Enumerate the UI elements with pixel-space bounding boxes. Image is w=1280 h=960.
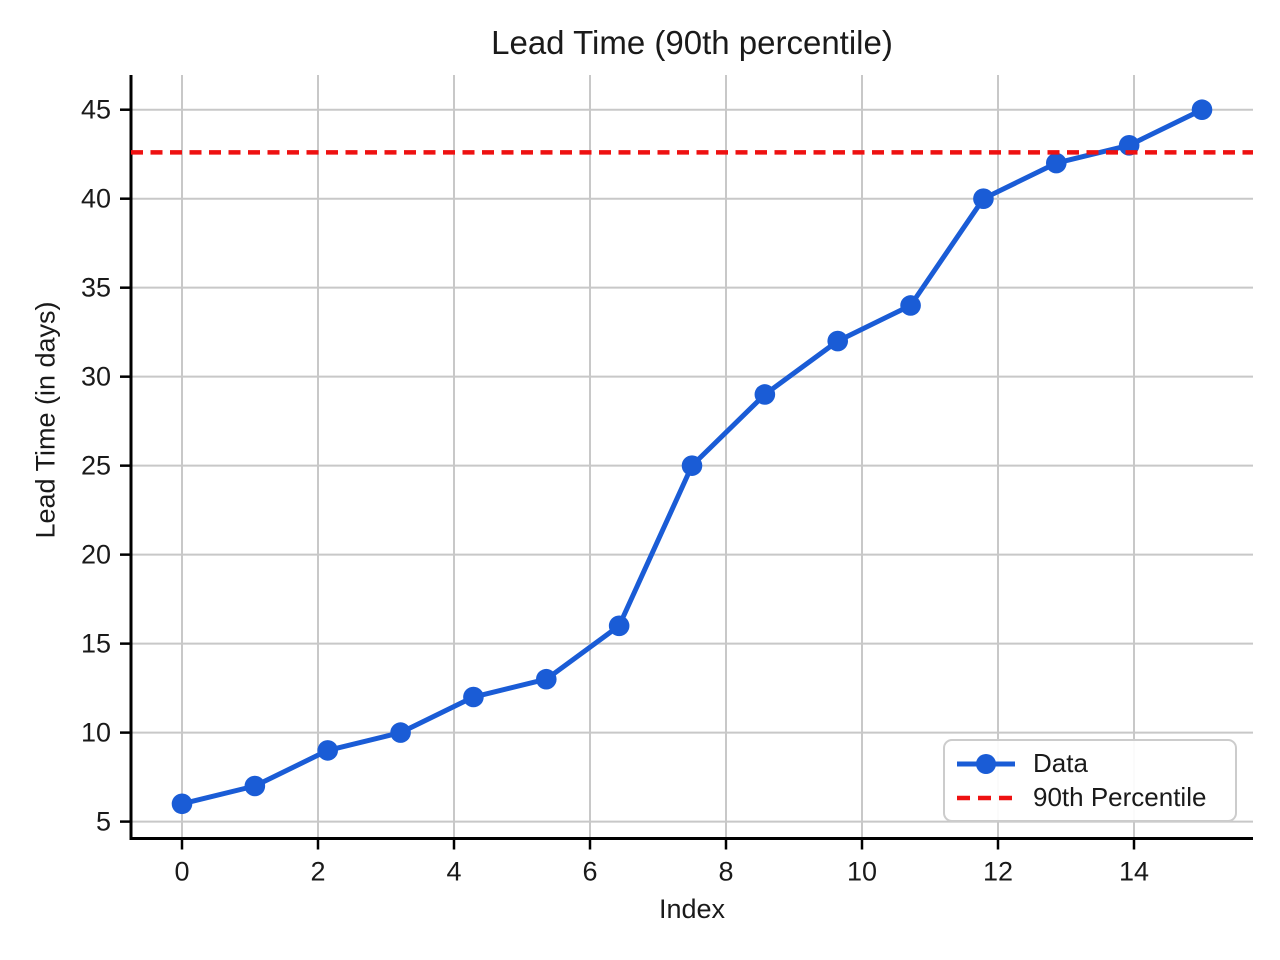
y-tick-label: 10 xyxy=(81,718,111,748)
x-tick-label: 0 xyxy=(174,857,189,887)
legend-item-percentile: 90th Percentile xyxy=(955,782,1225,813)
data-point xyxy=(1045,152,1067,174)
y-tick-label: 20 xyxy=(81,540,111,570)
y-axis-label: Lead Time (in days) xyxy=(30,301,61,539)
y-tick-label: 40 xyxy=(81,184,111,214)
data-point xyxy=(827,330,849,352)
data-point xyxy=(900,295,921,316)
data-point xyxy=(463,686,484,708)
chart-title: Lead Time (90th percentile) xyxy=(491,24,893,61)
legend-item-data: Data xyxy=(955,748,1225,779)
x-axis-label: Index xyxy=(658,894,726,924)
y-tick-label: 30 xyxy=(81,362,111,392)
data-point xyxy=(973,188,994,209)
x-tick-label: 4 xyxy=(446,857,461,887)
y-tick-label: 5 xyxy=(96,807,111,837)
x-tick-label: 8 xyxy=(718,857,733,887)
data-point xyxy=(608,615,630,637)
data-point xyxy=(317,740,339,761)
x-tick-label: 10 xyxy=(847,857,877,887)
x-tick-label: 6 xyxy=(582,857,597,887)
legend-dashed-line-icon xyxy=(957,795,1015,800)
y-tick-label: 15 xyxy=(81,629,111,659)
legend-label-data: Data xyxy=(1033,748,1088,778)
data-point xyxy=(244,775,266,797)
y-tick-label: 25 xyxy=(81,451,111,481)
data-point xyxy=(754,384,776,405)
data-point xyxy=(390,722,411,743)
legend-line-marker-icon xyxy=(957,753,1015,774)
data-point xyxy=(171,793,193,815)
data-point xyxy=(681,455,703,476)
legend-label-percentile: 90th Percentile xyxy=(1033,782,1207,812)
data-point xyxy=(1191,99,1213,121)
x-tick-label: 12 xyxy=(983,857,1013,887)
legend: Data 90th Percentile xyxy=(943,739,1237,822)
data-point xyxy=(535,668,557,690)
x-tick-label: 2 xyxy=(310,857,325,887)
y-tick-label: 45 xyxy=(81,95,111,125)
y-tick-label: 35 xyxy=(81,273,111,303)
x-tick-label: 14 xyxy=(1119,857,1149,887)
